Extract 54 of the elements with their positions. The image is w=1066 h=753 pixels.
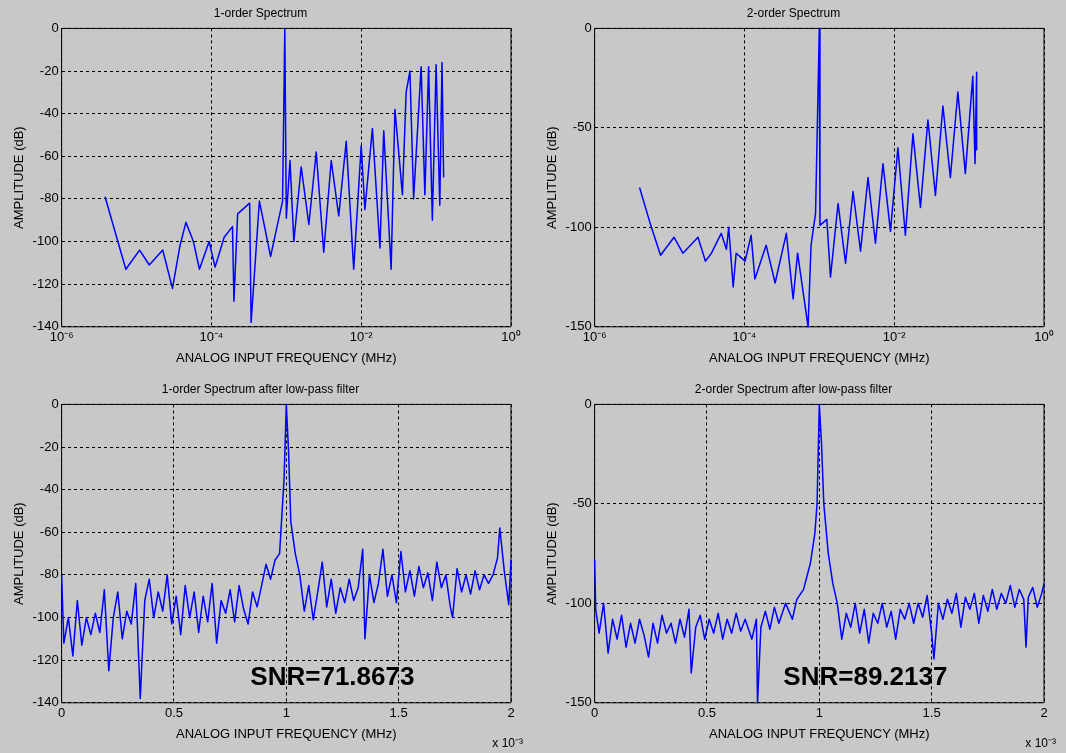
x-axis-title: ANALOG INPUT FREQUENCY (MHz): [709, 725, 930, 741]
annotation: SNR=71.8673: [250, 660, 415, 691]
y-tick-label: -50: [572, 495, 592, 511]
y-tick-label: -120: [32, 651, 59, 667]
y-axis-title: AMPLITUDE (dB): [11, 126, 27, 229]
y-tick-label: -60: [39, 147, 59, 163]
y-tick-label: -20: [39, 438, 59, 454]
y-tick-label: -40: [39, 105, 59, 121]
y-tick-label: -100: [32, 233, 59, 249]
x-tick-label: 10⁰: [1034, 329, 1054, 345]
y-tick-label: -150: [565, 694, 592, 710]
y-axis-title: AMPLITUDE (dB): [544, 126, 560, 229]
y-tick-label: -20: [39, 62, 59, 78]
x-tick-label: 10⁻⁴: [732, 329, 757, 345]
x-tick-label: 1: [815, 705, 823, 721]
x-tick-label: 0.5: [697, 705, 716, 721]
chart-title: 2-order Spectrum: [746, 5, 841, 20]
x-tick-label: 2: [1040, 705, 1048, 721]
x-tick-label: 2: [507, 705, 515, 721]
chart-title: 1-order Spectrum: [213, 5, 308, 20]
chart-title: 2-order Spectrum after low-pass filter: [694, 381, 893, 396]
text: x 10⁻³: [492, 736, 523, 751]
y-tick-label: -140: [32, 694, 59, 710]
annotation: SNR=89.2137: [783, 660, 948, 691]
y-tick-label: 0: [51, 395, 59, 411]
y-tick-label: -120: [32, 275, 59, 291]
text: x 10⁻³: [1025, 736, 1056, 751]
x-tick-label: 1.5: [389, 705, 408, 721]
y-tick-label: -100: [565, 218, 592, 234]
x-axis-title: ANALOG INPUT FREQUENCY (MHz): [709, 349, 930, 365]
y-tick-label: -60: [39, 523, 59, 539]
x-tick-label: 10⁻²: [882, 329, 907, 345]
y-tick-label: 0: [51, 19, 59, 35]
x-axis-title: ANALOG INPUT FREQUENCY (MHz): [176, 725, 397, 741]
y-axis-title: AMPLITUDE (dB): [544, 502, 560, 605]
x-tick-label: 1: [282, 705, 290, 721]
y-tick-label: -80: [39, 566, 59, 582]
y-tick-label: -80: [39, 190, 59, 206]
y-tick-label: -100: [565, 594, 592, 610]
x-tick-label: 0.5: [164, 705, 183, 721]
x-tick-label: 10⁻⁶: [49, 329, 74, 345]
y-axis-title: AMPLITUDE (dB): [11, 502, 27, 605]
y-tick-label: -50: [572, 119, 592, 135]
x-tick-label: 10⁻²: [349, 329, 374, 345]
x-axis-title: ANALOG INPUT FREQUENCY (MHz): [176, 349, 397, 365]
x-tick-label: 1.5: [922, 705, 941, 721]
y-tick-label: -40: [39, 481, 59, 497]
x-tick-label: 10⁰: [501, 329, 521, 345]
chart-title: 1-order Spectrum after low-pass filter: [161, 381, 360, 396]
y-tick-label: 0: [584, 395, 592, 411]
x-tick-label: 10⁻⁶: [582, 329, 607, 345]
y-tick-label: 0: [584, 19, 592, 35]
x-tick-label: 10⁻⁴: [199, 329, 224, 345]
y-tick-label: -100: [32, 609, 59, 625]
